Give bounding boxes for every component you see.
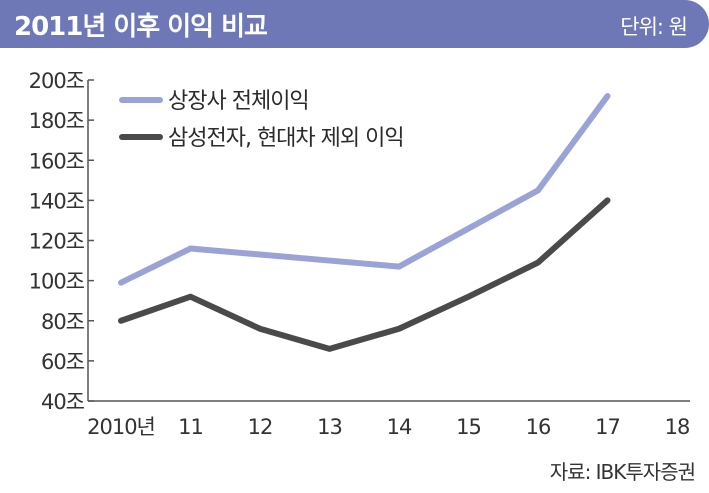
- y-tick-label: 140조: [29, 189, 85, 213]
- x-tick-label: 11: [178, 415, 203, 439]
- x-tick-label: 14: [387, 415, 412, 439]
- x-tick-label: 16: [526, 415, 551, 439]
- chart-title: 2011년 이후 이익 비교: [14, 12, 268, 42]
- x-tick-label: 12: [248, 415, 273, 439]
- x-tick-label: 17: [595, 415, 620, 439]
- source-note: 자료: IBK투자증권: [549, 460, 696, 484]
- y-tick-label: 200조: [29, 69, 85, 93]
- y-tick-label: 120조: [29, 230, 85, 254]
- y-tick-label: 40조: [41, 390, 85, 414]
- y-tick-label: 60조: [41, 350, 85, 374]
- legend-label-2: 삼성전자, 현대차 제외 이익: [168, 126, 404, 151]
- x-tick-label: 2010년: [87, 415, 155, 439]
- x-tick-label: 15: [456, 415, 481, 439]
- x-tick-label: 18: [665, 415, 690, 439]
- series-line-1: [118, 93, 611, 286]
- header-bar: [0, 0, 709, 48]
- y-tick-label: 100조: [29, 270, 85, 294]
- y-tick-label: 180조: [29, 109, 85, 133]
- legend-label-1: 상장사 전체이익: [168, 89, 309, 114]
- unit-label: 단위: 원: [620, 15, 688, 39]
- x-tick-label: 13: [317, 415, 342, 439]
- y-tick-label: 160조: [29, 149, 85, 173]
- y-tick-label: 80조: [41, 310, 85, 334]
- series-line-2: [118, 197, 611, 352]
